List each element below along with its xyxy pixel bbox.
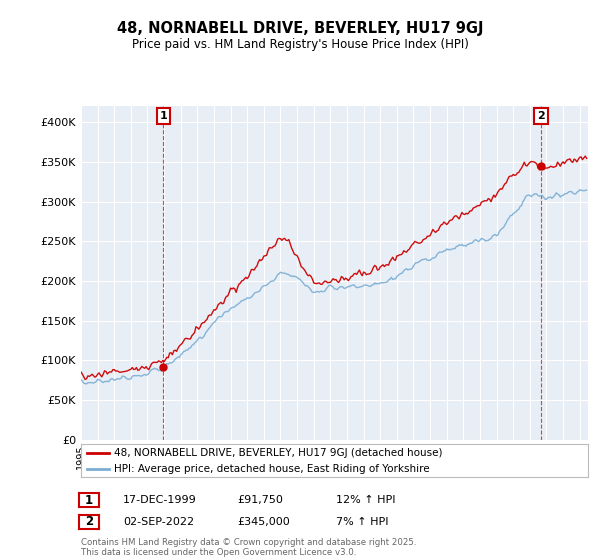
Text: £345,000: £345,000 (237, 517, 290, 527)
Text: 48, NORNABELL DRIVE, BEVERLEY, HU17 9GJ (detached house): 48, NORNABELL DRIVE, BEVERLEY, HU17 9GJ … (114, 447, 442, 458)
Text: 1: 1 (85, 493, 93, 507)
Text: HPI: Average price, detached house, East Riding of Yorkshire: HPI: Average price, detached house, East… (114, 464, 430, 474)
Text: £91,750: £91,750 (237, 495, 283, 505)
Text: 7% ↑ HPI: 7% ↑ HPI (336, 517, 389, 527)
Text: Contains HM Land Registry data © Crown copyright and database right 2025.
This d: Contains HM Land Registry data © Crown c… (81, 538, 416, 557)
Text: 2: 2 (537, 111, 545, 121)
Text: 12% ↑ HPI: 12% ↑ HPI (336, 495, 395, 505)
Text: 48, NORNABELL DRIVE, BEVERLEY, HU17 9GJ: 48, NORNABELL DRIVE, BEVERLEY, HU17 9GJ (117, 21, 483, 36)
Text: 17-DEC-1999: 17-DEC-1999 (123, 495, 197, 505)
Text: 02-SEP-2022: 02-SEP-2022 (123, 517, 194, 527)
Text: 2: 2 (85, 515, 93, 529)
Text: 1: 1 (160, 111, 167, 121)
Text: Price paid vs. HM Land Registry's House Price Index (HPI): Price paid vs. HM Land Registry's House … (131, 38, 469, 51)
